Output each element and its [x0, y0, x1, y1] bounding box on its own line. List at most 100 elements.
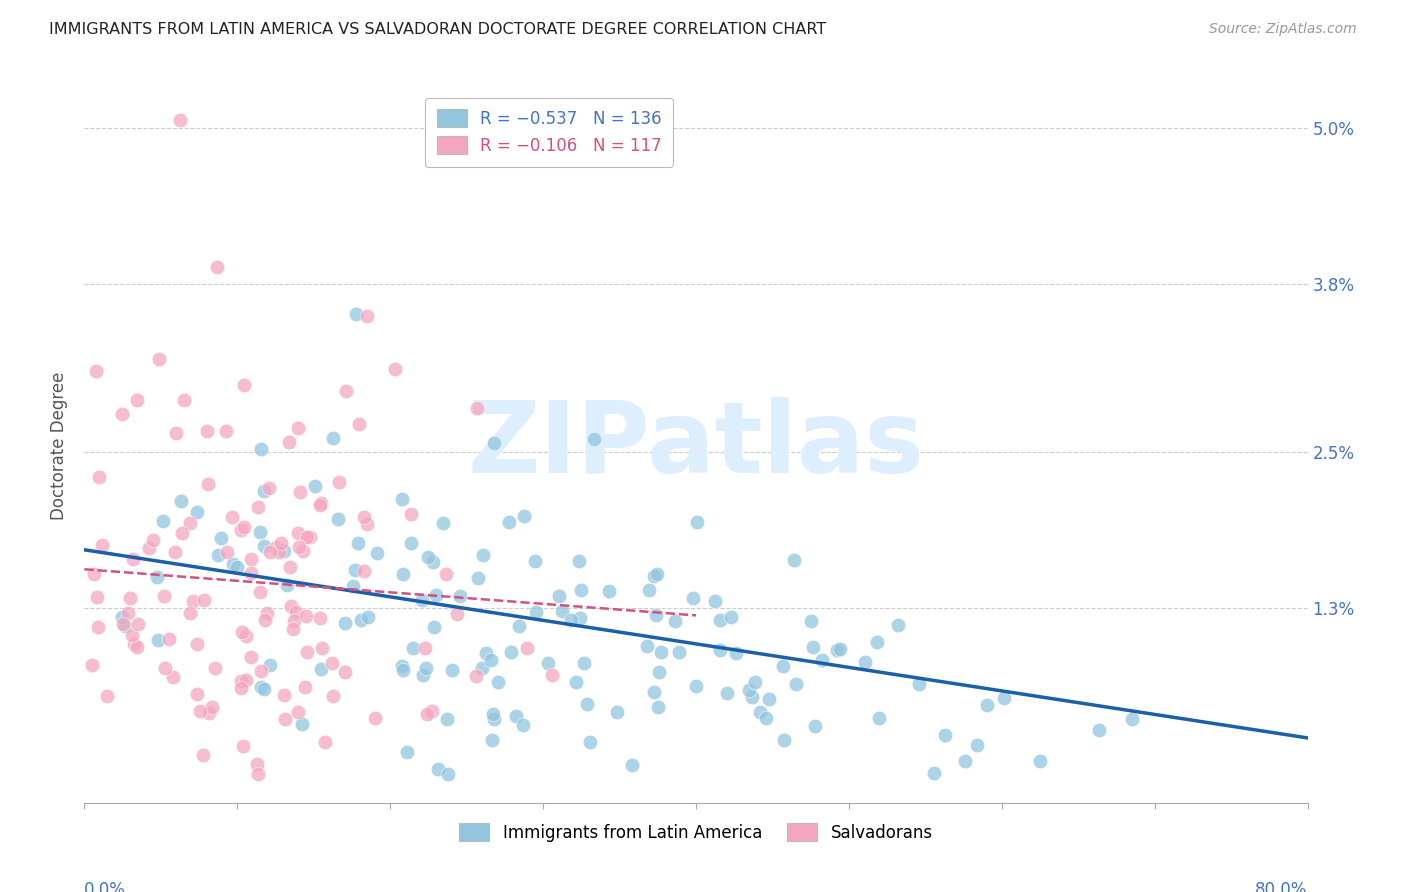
Point [173, 392, 195, 407]
Point [356, 310, 378, 324]
Point [446, 607, 468, 622]
Point [239, 551, 262, 566]
Point [152, 514, 174, 528]
Point [195, 424, 218, 438]
Point [505, 708, 527, 723]
Point [246, 500, 269, 514]
Point [578, 735, 600, 749]
Point [283, 615, 305, 629]
Point [226, 559, 249, 574]
Point [215, 424, 238, 438]
Point [179, 606, 201, 620]
Point [235, 629, 257, 643]
Point [773, 733, 796, 747]
Point [231, 523, 253, 537]
Point [287, 541, 309, 555]
Point [785, 677, 807, 691]
Point [887, 618, 910, 632]
Text: Source: ZipAtlas.com: Source: ZipAtlas.com [1209, 22, 1357, 37]
Point [308, 611, 330, 625]
Point [124, 637, 146, 651]
Point [342, 579, 364, 593]
Point [1121, 712, 1143, 726]
Point [204, 661, 226, 675]
Point [411, 592, 433, 607]
Point [91, 538, 114, 552]
Point [110, 407, 132, 421]
Point [120, 591, 142, 605]
Point [548, 590, 571, 604]
Point [755, 710, 778, 724]
Point [650, 644, 672, 658]
Point [87, 470, 110, 484]
Point [215, 545, 238, 559]
Point [344, 307, 367, 321]
Point [569, 583, 592, 598]
Point [356, 517, 378, 532]
Point [229, 681, 252, 696]
Point [142, 533, 165, 547]
Point [335, 384, 357, 399]
Point [682, 591, 704, 605]
Point [270, 535, 292, 549]
Point [606, 706, 628, 720]
Point [201, 699, 224, 714]
Point [907, 677, 929, 691]
Point [309, 496, 332, 510]
Point [643, 568, 665, 582]
Point [146, 569, 169, 583]
Point [422, 620, 444, 634]
Point [357, 609, 380, 624]
Point [541, 667, 564, 681]
Point [344, 563, 367, 577]
Point [314, 735, 336, 749]
Point [801, 640, 824, 654]
Point [291, 544, 314, 558]
Point [162, 670, 184, 684]
Point [86, 590, 108, 604]
Point [811, 652, 834, 666]
Point [479, 653, 502, 667]
Point [349, 614, 371, 628]
Point [170, 493, 193, 508]
Point [138, 541, 160, 555]
Point [304, 479, 326, 493]
Point [413, 641, 436, 656]
Point [321, 657, 343, 671]
Point [396, 745, 419, 759]
Point [253, 539, 276, 553]
Point [744, 674, 766, 689]
Point [82, 657, 104, 672]
Point [233, 520, 256, 534]
Point [281, 622, 304, 636]
Point [193, 593, 215, 607]
Point [249, 524, 271, 539]
Point [153, 661, 176, 675]
Point [512, 509, 534, 524]
Point [186, 687, 208, 701]
Point [432, 516, 454, 530]
Point [436, 712, 458, 726]
Point [165, 425, 187, 440]
Point [295, 645, 318, 659]
Point [638, 583, 661, 598]
Point [366, 546, 388, 560]
Point [1029, 755, 1052, 769]
Point [239, 650, 262, 665]
Point [117, 606, 139, 620]
Point [738, 683, 761, 698]
Point [246, 757, 269, 772]
Point [647, 700, 669, 714]
Point [537, 656, 560, 670]
Point [221, 509, 243, 524]
Point [221, 558, 243, 572]
Point [232, 739, 254, 753]
Point [828, 642, 851, 657]
Point [422, 555, 444, 569]
Text: 0.0%: 0.0% [84, 880, 127, 892]
Point [748, 705, 770, 719]
Point [709, 642, 731, 657]
Point [523, 554, 546, 568]
Point [86, 364, 108, 378]
Point [724, 646, 747, 660]
